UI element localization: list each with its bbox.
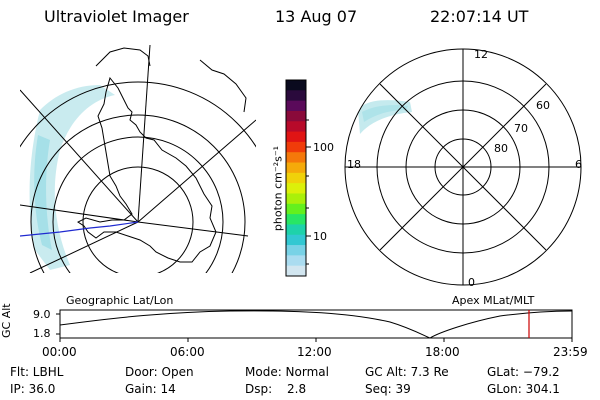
colorbar-stripe xyxy=(286,110,306,122)
geographic-map-content xyxy=(20,45,256,273)
timeline-xtick-1: 06:00 xyxy=(170,345,205,359)
colorbar-stripes xyxy=(286,80,306,277)
time-label: 22:07:14 UT xyxy=(430,7,529,26)
colorbar-stripe xyxy=(286,100,306,112)
date-label: 13 Aug 07 xyxy=(275,7,358,26)
left-panel-label: Geographic Lat/Lon xyxy=(66,294,174,307)
colorbar-stripe xyxy=(286,131,306,143)
mlt-label-6: 6 xyxy=(575,158,582,171)
colorbar-stripe xyxy=(286,183,306,194)
timeline-ytick-high: 9.0 xyxy=(33,308,51,321)
mlat-label-70: 70 xyxy=(514,122,528,135)
colorbar-stripe xyxy=(286,234,306,246)
lat-circle-middle xyxy=(52,136,224,273)
colorbar-stripe xyxy=(286,80,306,91)
timeline-xtick-4: 23:59 xyxy=(553,345,588,359)
longitude-lines xyxy=(20,45,256,273)
colorbar-stripe xyxy=(286,193,306,205)
colorbar-stripe xyxy=(286,245,306,256)
altitude-curve xyxy=(59,310,573,339)
door-status: Door: Open xyxy=(125,365,194,379)
lat-circle-edge xyxy=(20,81,256,148)
glon-status: GLon: 304.1 xyxy=(487,382,560,396)
glat-status: GLat: −79.2 xyxy=(487,365,560,379)
aurora-glow-left xyxy=(29,85,115,270)
aurora-glow-left-inner xyxy=(34,135,52,250)
gain-status: Gain: 14 xyxy=(125,382,176,396)
ip-status: IP: 36.0 xyxy=(10,382,56,396)
mlt-spokes xyxy=(345,49,581,285)
timeline-ticks xyxy=(56,313,573,342)
filter-status: Flt: LBHL xyxy=(10,365,64,379)
ground-track xyxy=(20,221,139,237)
coastline-north xyxy=(95,47,151,67)
mlat-label-60: 60 xyxy=(536,99,550,112)
colorbar-tick-label-100: 100 xyxy=(313,141,334,154)
colorbar-stripe xyxy=(286,224,306,236)
colorbar-stripe xyxy=(286,141,306,153)
colorbar-stripe xyxy=(286,265,306,277)
dsp-value: 2.8 xyxy=(287,382,307,396)
timeline-frame xyxy=(59,309,573,339)
lat-circle-outer xyxy=(30,114,246,273)
timeline-xtick-3: 18:00 xyxy=(425,345,460,359)
colorbar-stripe xyxy=(286,90,306,102)
timeline-ytick-low: 1.8 xyxy=(33,327,51,340)
lat-circle-inner xyxy=(82,166,194,273)
right-panel-label: Apex MLat/MLT xyxy=(452,294,535,307)
mlt-label-12: 12 xyxy=(474,48,488,61)
colorbar-stripe xyxy=(286,162,306,174)
coastline-east xyxy=(199,59,247,113)
timeline-xtick-0: 00:00 xyxy=(42,345,77,359)
colorbar-stripe xyxy=(286,203,306,215)
colorbar-stripe xyxy=(286,172,306,184)
timeline-xtick-2: 12:00 xyxy=(297,345,332,359)
aurora-glow-right-inner xyxy=(362,105,408,122)
colorbar-stripe xyxy=(286,214,306,225)
colorbar-frame xyxy=(285,79,307,277)
seq-status: Seq: 39 xyxy=(365,382,411,396)
gc-alt-status: GC Alt: 7.3 Re xyxy=(365,365,449,379)
mlt-label-0: 0 xyxy=(468,276,475,289)
colorbar-tick-label-10: 10 xyxy=(313,230,327,243)
colorbar-stripe xyxy=(286,255,306,267)
colorbar-stripe xyxy=(286,152,306,164)
coastline xyxy=(77,76,217,263)
mode-status: Mode: Normal xyxy=(245,365,329,379)
colorbar-stripe xyxy=(286,121,306,133)
instrument-title: Ultraviolet Imager xyxy=(44,7,189,26)
mlt-label-18: 18 xyxy=(347,158,361,171)
dsp-label: Dsp: xyxy=(245,382,273,396)
timeline-axis-label: GC Alt xyxy=(0,303,13,338)
mlat-label-80: 80 xyxy=(494,142,508,155)
magnetic-dial-content xyxy=(358,100,412,134)
